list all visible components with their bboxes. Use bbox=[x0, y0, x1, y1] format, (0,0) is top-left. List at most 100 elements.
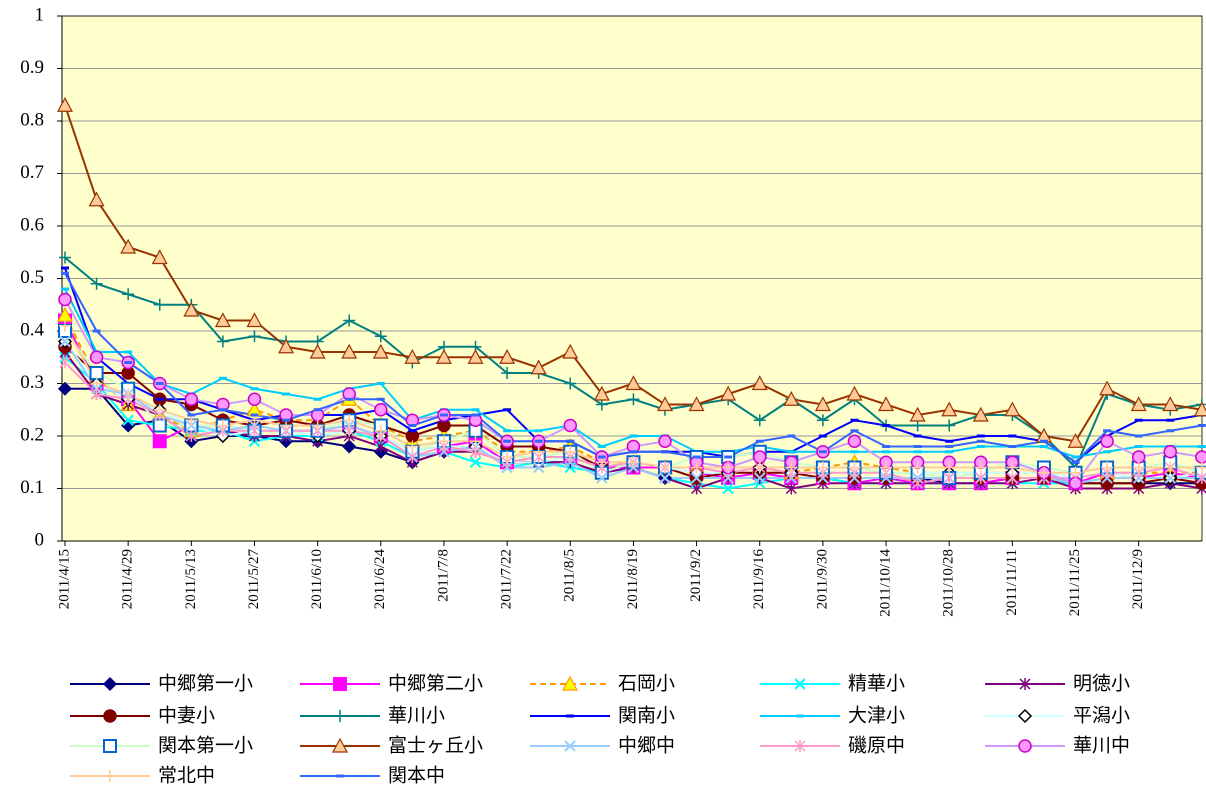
data-point bbox=[185, 430, 197, 442]
data-point bbox=[846, 385, 863, 401]
data-point bbox=[278, 338, 295, 354]
legend-label: 平潟小 bbox=[1073, 704, 1130, 726]
data-point bbox=[1197, 424, 1206, 427]
data-point bbox=[88, 191, 105, 207]
x-tick-label: 2011/9/30 bbox=[814, 549, 830, 609]
data-point bbox=[724, 455, 733, 459]
data-point bbox=[945, 450, 954, 454]
legend-marker bbox=[333, 677, 347, 691]
data-point bbox=[218, 376, 227, 380]
data-point bbox=[345, 397, 354, 401]
legend-label: 関本第一小 bbox=[158, 734, 253, 756]
x-tick-label: 2011/9/16 bbox=[751, 549, 767, 610]
data-point bbox=[913, 434, 922, 438]
legend-label: 中妻小 bbox=[158, 704, 215, 726]
legend-label: 関本中 bbox=[388, 764, 445, 786]
data-point bbox=[882, 424, 891, 427]
legend-marker bbox=[796, 714, 804, 718]
data-point bbox=[1134, 434, 1143, 438]
data-point bbox=[754, 472, 766, 484]
data-point bbox=[659, 472, 671, 484]
data-point bbox=[56, 96, 74, 112]
data-point bbox=[372, 343, 389, 359]
data-point bbox=[282, 392, 291, 396]
data-point bbox=[912, 477, 924, 490]
data-point bbox=[785, 461, 798, 474]
data-point bbox=[1164, 472, 1176, 484]
data-point bbox=[972, 406, 989, 422]
data-point bbox=[90, 277, 103, 290]
legend-label: 精華小 bbox=[848, 672, 905, 694]
data-point bbox=[124, 350, 133, 354]
data-point bbox=[343, 424, 355, 437]
data-point bbox=[311, 419, 324, 432]
data-point bbox=[850, 418, 859, 422]
data-point bbox=[152, 418, 167, 433]
plot-border bbox=[61, 15, 1203, 542]
data-point bbox=[661, 450, 669, 454]
data-point bbox=[753, 414, 766, 427]
legend-label: 石岡小 bbox=[618, 672, 675, 694]
legend-marker bbox=[1019, 678, 1031, 690]
data-point bbox=[974, 461, 987, 474]
data-point bbox=[469, 445, 482, 458]
data-point bbox=[374, 330, 387, 343]
data-point bbox=[1099, 380, 1116, 396]
data-point bbox=[1164, 461, 1177, 474]
data-point bbox=[374, 424, 387, 437]
legend-marker bbox=[1018, 739, 1032, 753]
x-tick-label: 2011/7/22 bbox=[499, 549, 515, 609]
data-point bbox=[1039, 445, 1048, 448]
legend-label: 関南小 bbox=[618, 704, 675, 726]
data-point bbox=[1008, 434, 1017, 438]
legend-marker bbox=[794, 678, 806, 690]
x-tick-label: 2011/6/24 bbox=[372, 549, 388, 610]
data-point bbox=[911, 461, 924, 474]
x-tick-label: 2011/12/9 bbox=[1130, 549, 1146, 609]
data-point bbox=[343, 414, 356, 427]
data-point bbox=[1196, 472, 1206, 484]
x-tick-label: 2011/5/13 bbox=[183, 549, 199, 609]
data-point bbox=[187, 413, 196, 417]
legend-marker bbox=[102, 676, 118, 692]
data-point bbox=[532, 461, 545, 474]
data-point bbox=[59, 251, 71, 264]
data-point bbox=[1037, 466, 1050, 479]
data-point bbox=[152, 434, 167, 449]
data-point bbox=[945, 439, 954, 443]
data-point bbox=[564, 377, 577, 390]
legend-marker bbox=[103, 739, 117, 753]
legend-label: 富士ヶ丘小 bbox=[388, 734, 483, 756]
data-point bbox=[1004, 401, 1021, 417]
data-point bbox=[1006, 472, 1018, 484]
legend-label: 磯原中 bbox=[848, 734, 905, 756]
data-point bbox=[532, 445, 545, 458]
data-point bbox=[153, 298, 166, 311]
data-point bbox=[627, 393, 640, 406]
data-point bbox=[437, 435, 450, 448]
data-point bbox=[656, 396, 674, 412]
data-point bbox=[313, 397, 322, 401]
data-point bbox=[945, 445, 954, 448]
data-point bbox=[91, 388, 103, 400]
data-point bbox=[376, 397, 385, 401]
data-point bbox=[658, 434, 672, 448]
legend-marker bbox=[331, 737, 349, 753]
data-point bbox=[818, 450, 827, 454]
data-point bbox=[1071, 455, 1080, 459]
x-tick-label: 2011/4/29 bbox=[120, 549, 136, 609]
data-point bbox=[785, 482, 797, 495]
data-point bbox=[1069, 466, 1082, 479]
legend-label: 中郷第二小 bbox=[388, 672, 483, 694]
data-point bbox=[214, 312, 231, 328]
data-point bbox=[1131, 450, 1146, 464]
x-tick-label: 2011/10/14 bbox=[877, 549, 893, 617]
y-tick-label: 0.1 bbox=[20, 477, 44, 498]
y-tick-label: 0.7 bbox=[20, 162, 44, 183]
data-point bbox=[629, 434, 638, 438]
data-point bbox=[59, 335, 71, 348]
data-point bbox=[913, 445, 922, 448]
legend-label: 中郷中 bbox=[618, 734, 675, 756]
data-point bbox=[597, 445, 606, 448]
data-point bbox=[248, 424, 261, 437]
